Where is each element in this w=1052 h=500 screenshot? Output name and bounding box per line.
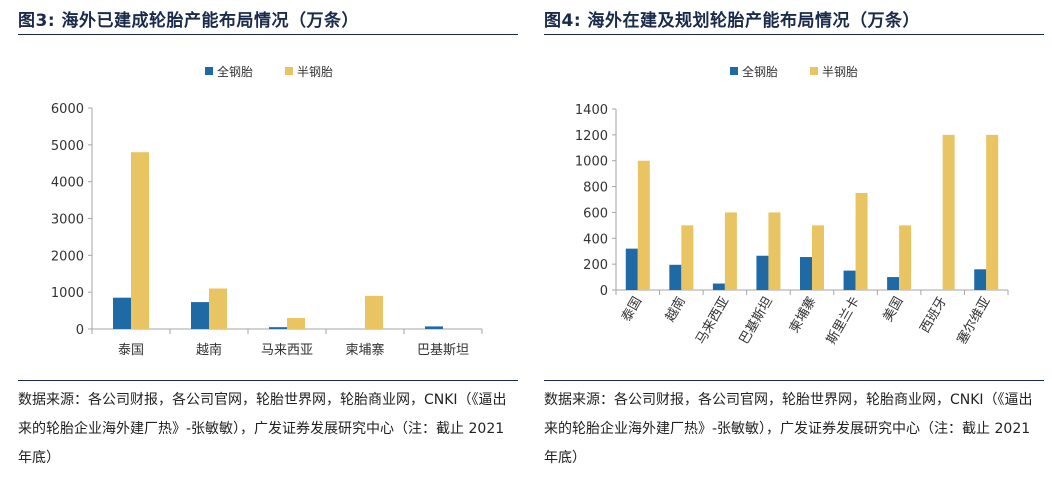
figure-4-chart: 全钢胎 半钢胎 0 200 400 600 800 1000 1200 1400 泰国 越南 马来西亚巴… xyxy=(575,64,1009,348)
bar xyxy=(669,264,682,290)
x-tick-label: 塞尔维亚 xyxy=(954,294,994,347)
bar xyxy=(287,317,305,329)
figure-4-panel: 图4: 海外在建及规划轮胎产能布局情况（万条） 全钢胎 半钢胎 0 200 400 600… xyxy=(528,0,1052,500)
bar xyxy=(712,283,725,290)
x-tick-label: 柬埔寨 xyxy=(345,342,384,358)
figure-4-source-note: 数据来源：各公司财报，各公司官网，轮胎世界网，轮胎商业网，CNKI（《逼出来的轮… xyxy=(544,392,1033,466)
legend-label: 半钢胎 xyxy=(297,65,333,79)
bar xyxy=(425,326,443,329)
legend-label: 半钢胎 xyxy=(822,65,858,79)
y-tick-label: 3000 xyxy=(51,213,84,228)
y-tick-label: 600 xyxy=(583,206,608,221)
figure-4-title: 图4: 海外在建及规划轮胎产能布局情况（万条） xyxy=(544,11,921,31)
x-tick-label: 泰国 xyxy=(619,295,645,325)
bar xyxy=(855,193,868,290)
bar xyxy=(986,134,999,290)
x-tick-label: 柬埔寨 xyxy=(786,294,819,336)
bar xyxy=(113,297,131,329)
bar xyxy=(131,152,149,329)
bar xyxy=(365,295,383,329)
x-tick-label: 巴基斯坦 xyxy=(417,343,469,358)
title-rule xyxy=(544,34,1044,35)
x-tick-label: 越南 xyxy=(662,294,689,325)
x-tick-label: 越南 xyxy=(196,342,222,358)
bar xyxy=(209,288,227,329)
legend: 全钢胎 半钢胎 xyxy=(730,64,858,79)
y-tick-label: 5000 xyxy=(51,139,84,154)
legend-swatch xyxy=(730,67,738,75)
y-tick-label: 1000 xyxy=(575,155,608,170)
y-tick-label: 0 xyxy=(76,323,84,338)
y-tick-label: 400 xyxy=(583,232,608,247)
legend-label: 全钢胎 xyxy=(742,64,778,79)
bar xyxy=(942,134,955,290)
x-tick-label: 巴基斯坦 xyxy=(737,295,776,348)
bar xyxy=(800,257,812,290)
x-tick-label: 马来西亚 xyxy=(261,343,313,358)
bar xyxy=(681,225,694,290)
bar xyxy=(625,248,638,290)
source-rule xyxy=(544,380,1044,381)
y-tick-label: 0 xyxy=(600,284,608,299)
bar xyxy=(768,212,781,290)
y-tick-label: 2000 xyxy=(51,249,84,264)
bar xyxy=(899,225,912,290)
bar xyxy=(843,270,856,290)
bar xyxy=(637,160,650,290)
bar xyxy=(812,225,824,290)
bar xyxy=(887,277,900,290)
y-tick-label: 1400 xyxy=(575,103,608,118)
y-tick-label: 4000 xyxy=(51,176,84,191)
legend: 全钢胎 半钢胎 xyxy=(205,64,333,79)
y-tick-label: 200 xyxy=(583,258,608,273)
legend-swatch xyxy=(810,67,818,75)
figure-3-panel: 图3: 海外已建成轮胎产能布局情况（万条） 全钢胎 半钢胎 0 1000 2000 300… xyxy=(0,0,520,500)
figure-3-title: 图3: 海外已建成轮胎产能布局情况（万条） xyxy=(18,11,360,31)
y-tick-label: 6000 xyxy=(51,102,84,117)
bar xyxy=(974,269,987,290)
bar xyxy=(191,302,209,329)
y-tick-label: 1000 xyxy=(51,286,84,301)
bar xyxy=(724,212,737,290)
y-tick-label: 800 xyxy=(583,181,608,196)
figure-3-chart: 全钢胎 半钢胎 0 1000 2000 3000 4000 5000 6000 泰国 越南 马来西亚 柬… xyxy=(51,64,483,358)
x-tick-label: 斯里兰卡 xyxy=(824,295,863,348)
x-tick-label: 泰国 xyxy=(118,343,144,358)
legend-swatch xyxy=(285,67,293,75)
figure-3-source-note: 数据来源：各公司财报，各公司官网，轮胎世界网，轮胎商业网，CNKI（《逼出来的轮… xyxy=(18,392,507,466)
legend-label: 全钢胎 xyxy=(217,64,253,79)
x-tick-label: 马来西亚 xyxy=(693,295,732,348)
title-rule xyxy=(18,34,518,35)
y-tick-label: 1200 xyxy=(575,129,608,144)
legend-swatch xyxy=(205,67,213,75)
source-rule xyxy=(18,380,518,381)
bar xyxy=(269,327,287,329)
x-tick-label: 西班牙 xyxy=(918,295,950,336)
bar xyxy=(756,255,769,290)
x-tick-label: 美国 xyxy=(881,295,907,325)
